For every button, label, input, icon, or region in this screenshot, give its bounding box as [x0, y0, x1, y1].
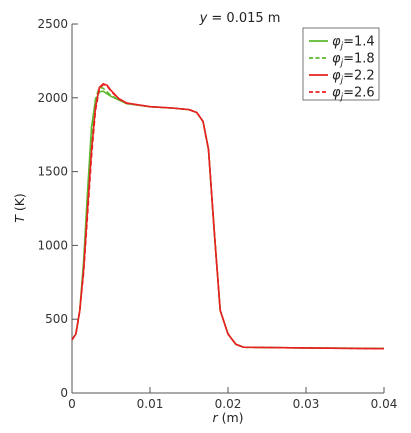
x-tick-label: 0.01	[137, 397, 164, 411]
x-axis-unit: (m)	[218, 410, 244, 425]
title-value: = 0.015 m	[207, 11, 280, 26]
y-tick-label: 1500	[37, 165, 68, 179]
legend-entry-label: φj=1.8	[332, 52, 375, 69]
x-axis-label: r (m)	[212, 410, 243, 425]
x-tick-label: 0.02	[215, 397, 242, 411]
x-axis-variable: r	[212, 410, 218, 425]
chart-title: y = 0.015 m	[199, 11, 281, 26]
legend-entry-label: φj=2.6	[332, 86, 375, 103]
x-tick-label: 0.03	[293, 397, 320, 411]
y-axis-unit: (K)	[12, 193, 27, 215]
legend-box	[302, 27, 380, 101]
legend-subscript: j	[339, 59, 344, 69]
legend-value: =1.4	[343, 35, 375, 50]
y-ticks: 0 500 1000 1500 2000 2500	[37, 17, 78, 400]
legend-entry-label: φj=2.2	[332, 69, 375, 86]
legend: φj=1.4φj=1.8φj=2.2φj=2.6	[302, 27, 380, 103]
legend-value: =1.8	[343, 52, 375, 67]
y-axis-variable: T	[12, 214, 27, 223]
y-tick-label: 500	[45, 312, 68, 326]
y-tick-label: 2500	[37, 17, 68, 31]
legend-phi-symbol: φ	[332, 69, 341, 84]
legend-subscript: j	[339, 76, 344, 86]
legend-subscript: j	[339, 93, 344, 103]
x-ticks: 0 0.01 0.02 0.03 0.04	[68, 387, 397, 411]
plot-area	[71, 82, 385, 350]
series-line-4	[71, 83, 385, 350]
legend-phi-symbol: φ	[332, 35, 341, 50]
x-tick-label: 0.04	[371, 397, 398, 411]
series-line-1	[71, 90, 385, 350]
series-line-3	[71, 82, 385, 350]
y-axis-label: T (K)	[12, 193, 27, 223]
y-tick-label: 1000	[37, 238, 68, 252]
legend-entry-label: φj=1.4	[332, 35, 375, 52]
legend-phi-symbol: φ	[332, 86, 341, 101]
title-variable: y	[199, 11, 208, 26]
series-line-2	[71, 86, 385, 350]
legend-value: =2.2	[343, 69, 375, 84]
legend-subscript: j	[339, 42, 344, 52]
legend-phi-symbol: φ	[332, 52, 341, 67]
y-tick-label: 0	[60, 386, 68, 400]
y-tick-label: 2000	[37, 91, 68, 105]
legend-value: =2.6	[343, 86, 375, 101]
x-tick-label: 0	[68, 397, 76, 411]
